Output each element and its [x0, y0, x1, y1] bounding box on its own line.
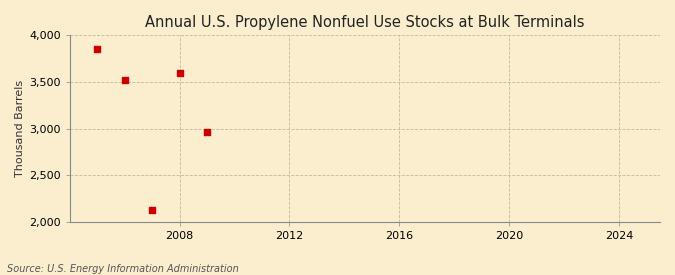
Point	[146, 207, 157, 212]
Point	[92, 47, 103, 51]
Title: Annual U.S. Propylene Nonfuel Use Stocks at Bulk Terminals: Annual U.S. Propylene Nonfuel Use Stocks…	[145, 15, 585, 30]
Y-axis label: Thousand Barrels: Thousand Barrels	[15, 80, 25, 177]
Text: Source: U.S. Energy Information Administration: Source: U.S. Energy Information Administ…	[7, 264, 238, 274]
Point	[119, 78, 130, 82]
Point	[202, 130, 213, 134]
Point	[174, 70, 185, 75]
